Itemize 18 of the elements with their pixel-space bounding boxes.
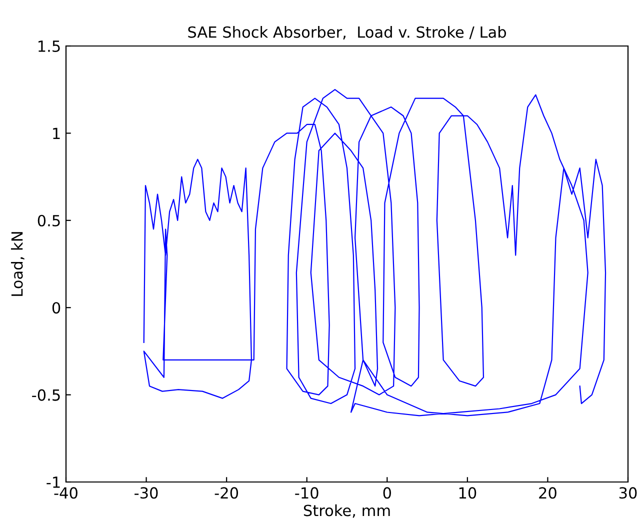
x-tick-label: 20: [539, 487, 556, 499]
x-tick-label: 0: [383, 487, 391, 499]
y-tick-label: 0.5: [38, 214, 60, 226]
y-tick-label: -1: [46, 476, 60, 488]
line-series: [143, 89, 606, 416]
x-tick-label: -40: [54, 487, 78, 499]
y-axis-title: Load, kN: [10, 232, 24, 296]
x-tick-label: -20: [214, 487, 238, 499]
x-tick-label: -10: [295, 487, 318, 499]
x-axis-title: Stroke, mm: [304, 504, 390, 518]
x-tick-label: -30: [134, 487, 158, 499]
y-tick-label: 1.5: [38, 40, 60, 52]
y-tick-label: 0: [52, 302, 60, 314]
chart-title: SAE Shock Absorber, Load v. Stroke / Lab: [188, 26, 506, 40]
y-tick-label: 1: [53, 128, 60, 140]
y-tick-label: -0.5: [32, 389, 60, 401]
x-tick-label: 30: [619, 487, 637, 499]
x-tick-label: 10: [459, 487, 476, 499]
